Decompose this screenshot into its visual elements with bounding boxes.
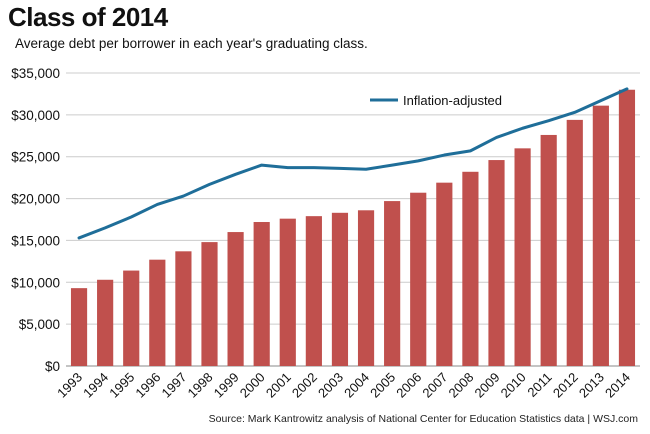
bar [123, 270, 140, 366]
y-tick-label: $35,000 [11, 66, 60, 81]
bar [201, 242, 218, 366]
bar [149, 259, 166, 366]
x-tick-label: 1994 [80, 370, 111, 401]
x-tick-label: 2007 [419, 370, 450, 401]
x-tick-label: 2006 [393, 370, 424, 401]
source-note: Source: Mark Kantrowitz analysis of Nati… [208, 413, 638, 425]
x-tick-label: 2000 [237, 370, 268, 401]
bar [618, 89, 636, 366]
x-tick-label: 2009 [472, 370, 503, 401]
bar [305, 216, 322, 366]
bar [253, 222, 270, 366]
x-tick-label: 2001 [263, 370, 294, 401]
legend-label: Inflation-adjusted [403, 93, 502, 108]
bar [592, 105, 609, 367]
y-tick-label: $25,000 [11, 150, 60, 165]
bar [384, 201, 401, 366]
bar [540, 134, 557, 366]
line-series-inflation-adjusted [77, 87, 629, 240]
bar [514, 148, 531, 366]
x-tick-label: 1998 [185, 370, 216, 401]
x-tick-label: 2013 [576, 370, 607, 401]
bar [331, 212, 349, 366]
y-tick-label: $0 [45, 359, 60, 374]
bar [357, 210, 375, 366]
x-tick-label: 1996 [132, 370, 163, 401]
bar [70, 288, 88, 366]
x-tick-label: 1999 [211, 370, 242, 401]
bar [436, 182, 453, 366]
chart-subtitle: Average debt per borrower in each year's… [15, 36, 368, 51]
x-tick-label: 2011 [524, 370, 554, 400]
bar [227, 232, 244, 366]
y-tick-label: $15,000 [11, 233, 60, 248]
bar [410, 192, 427, 366]
x-tick-label: 2012 [550, 370, 581, 401]
x-tick-label: 1997 [158, 370, 189, 401]
bar [97, 279, 114, 366]
bar [175, 251, 192, 366]
y-tick-label: $5,000 [19, 317, 60, 332]
bar [488, 160, 505, 366]
x-tick-label: 2002 [289, 370, 320, 401]
x-tick-label: 2014 [602, 370, 633, 401]
bar [279, 218, 296, 366]
y-tick-label: $20,000 [11, 192, 60, 207]
y-tick-label: $30,000 [11, 108, 60, 123]
bar [462, 171, 479, 366]
bar [566, 119, 583, 366]
chart-title: Class of 2014 [8, 2, 168, 32]
x-tick-label: 2010 [498, 370, 529, 401]
y-tick-label: $10,000 [11, 275, 60, 290]
x-tick-label: 2008 [445, 370, 476, 401]
x-tick-label: 2005 [367, 370, 398, 401]
x-tick-label: 2004 [341, 370, 372, 401]
x-tick-label: 1995 [106, 370, 137, 401]
x-tick-label: 2003 [315, 370, 346, 401]
x-tick-label: 1993 [54, 370, 85, 401]
